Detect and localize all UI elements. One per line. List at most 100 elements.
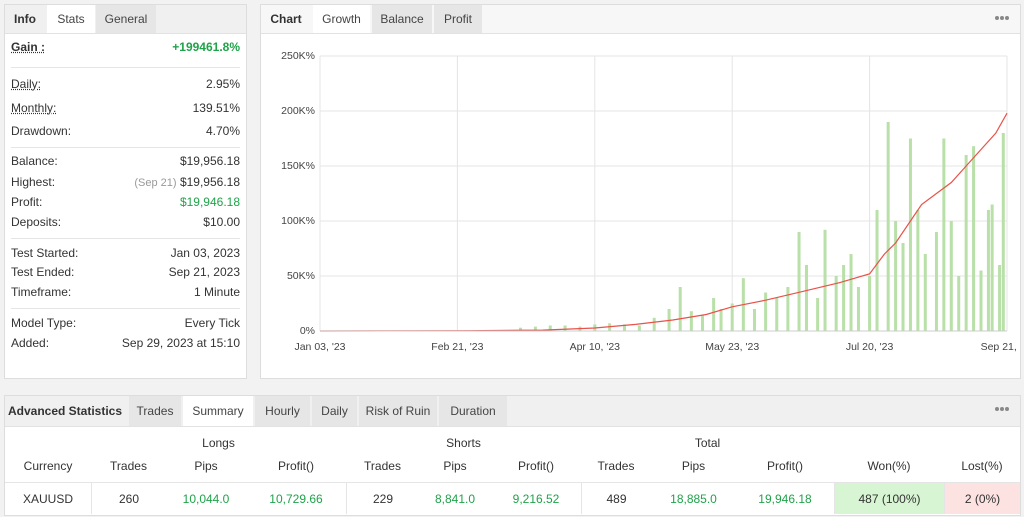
label: Monthly: [11,101,57,115]
cell: 19,946.18 [736,482,834,514]
stat-row: Test Started: Jan 03, 2023 [11,244,240,262]
label: Gain : [11,40,46,54]
x-tick-label: Feb 21, '23 [431,341,483,353]
bar [986,210,990,331]
cell: XAUUSD [5,482,91,514]
value: Every Tick [184,316,240,330]
bar [942,138,946,331]
value: $10.00 [203,215,240,229]
label: Test Started: [11,246,79,260]
group-header: Total [694,436,721,450]
divider [11,67,240,68]
bar [764,292,768,331]
stat-row: Drawdown: 4.70% [11,122,240,140]
bar [730,303,734,331]
label: Model Type: [11,316,77,330]
stat-row: Profit: $19,946.18 [11,193,240,211]
value: $19,956.18 [179,175,240,189]
bar [823,229,827,331]
tab[interactable]: General [96,5,156,33]
stat-row: Deposits: $10.00 [11,213,240,231]
divider [11,238,240,239]
tab[interactable]: Duration [439,396,507,426]
bar [804,265,808,331]
label: Profit: [11,195,43,209]
bar [700,314,704,331]
column-header: Trades [110,459,147,473]
bar [916,210,920,331]
bar [752,309,756,331]
bar [849,254,853,331]
value: +199461.8% [172,40,240,54]
divider [11,147,240,148]
cell: 8,841.0 [419,482,491,514]
divider [11,308,240,309]
label: Added: [11,336,50,350]
bar [886,122,890,331]
x-tick-label: Jul 20, '23 [846,341,894,353]
column-header: Profit() [278,459,314,473]
bar [719,309,723,331]
y-tick-label: 0% [300,325,315,337]
label: Deposits: [11,215,62,229]
tab[interactable]: Balance [372,5,432,33]
stat-row: Model Type: Every Tick [11,314,240,332]
tab[interactable]: Risk of Ruin [359,396,437,426]
stat-row: Daily: 2.95% [11,75,240,93]
tab[interactable]: Info [5,5,45,33]
column-header: Profit() [518,459,554,473]
y-tick-label: 150K% [281,160,315,172]
tab[interactable]: Stats [47,5,95,33]
bar [894,221,898,331]
bar [834,276,838,331]
y-tick-label: 50K% [287,270,315,282]
cell: 9,216.52 [491,482,581,514]
bar [563,325,567,331]
tab[interactable]: Daily [312,396,357,426]
bar [842,265,846,331]
bar [786,287,790,331]
bar [797,232,801,331]
tab-bar: Info Stats General [5,5,246,34]
bar [964,155,968,331]
chart-panel: Chart Growth Balance Profit 0% 50K% 100K% 1… [260,4,1021,379]
menu-icon[interactable] [994,15,1010,21]
tab-bar: Advanced Statistics Trades Summary Hourl… [5,396,1020,427]
column-header: Lost(%) [961,459,1003,473]
cell: 2 (0%) [944,482,1020,514]
tab[interactable]: Trades [129,396,181,426]
growth-chart: 0% 50K% 100K% 150K% 200K% 250K% Jan 03, '23 Feb… [281,50,1020,353]
bar [875,210,879,331]
stat-row: Monthly: 139.51% [11,99,240,117]
column-header: Profit() [767,459,803,473]
stat-row: Highest: (Sep 21) $19,956.18 [11,173,240,191]
tab[interactable]: Growth [313,5,370,33]
value: Sep 21, 2023 [168,265,240,279]
label: Test Ended: [11,265,75,279]
value: $19,956.18 [179,154,240,168]
y-tick-label: 100K% [281,215,315,227]
tab[interactable]: Hourly [255,396,310,426]
tab[interactable]: Profit [434,5,482,33]
bar [908,138,912,331]
value: 1 Minute [193,285,240,299]
bar [816,298,820,331]
cell: 489 [581,482,651,514]
bar [652,317,656,331]
advanced-statistics-panel: Advanced Statistics Trades Summary Hourl… [4,395,1021,516]
column-header: Trades [597,459,635,473]
bar [856,287,860,331]
tab[interactable]: Summary [183,396,253,426]
label: Drawdown: [11,124,72,138]
menu-icon[interactable] [994,406,1010,412]
bar [637,325,641,331]
bar [979,270,983,331]
tab[interactable]: Chart [261,5,311,33]
y-tick-label: 200K% [281,105,315,117]
bar [957,276,961,331]
note: (Sep 21) [134,177,177,189]
stat-row: Test Ended: Sep 21, 2023 [11,263,240,281]
bar [519,327,523,331]
stats-panel: Info Stats General Gain : +199461.8% Dail… [4,4,247,379]
bar [1001,133,1005,331]
